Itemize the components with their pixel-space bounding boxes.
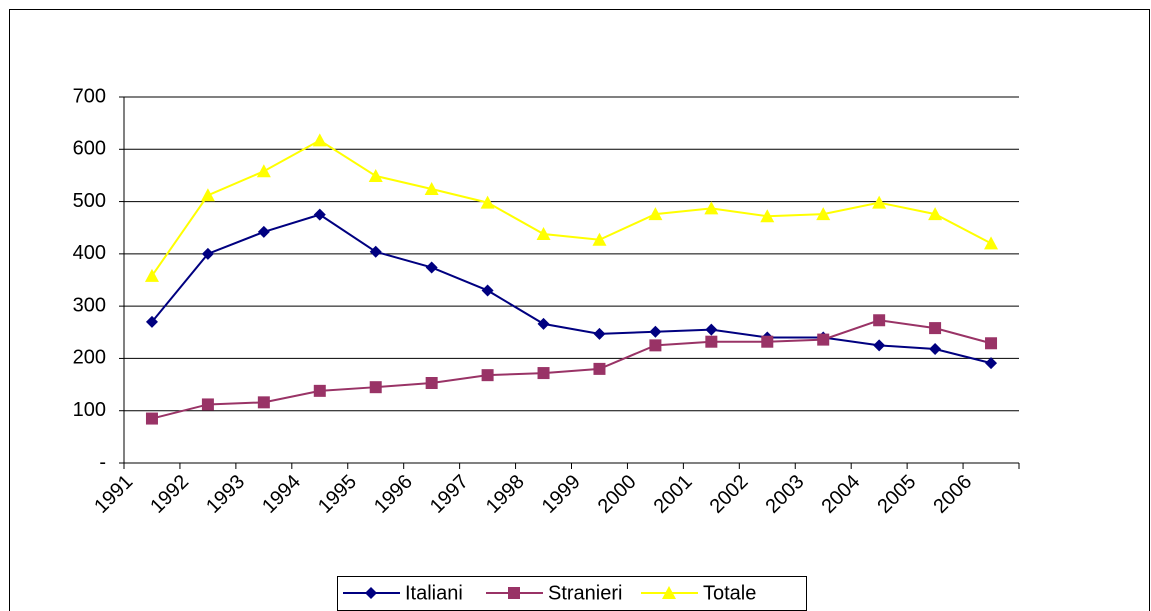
marker <box>256 164 271 178</box>
marker <box>593 362 606 375</box>
series-line <box>151 139 992 277</box>
marker <box>873 339 886 352</box>
marker <box>817 333 830 346</box>
marker <box>704 201 719 215</box>
marker <box>425 377 438 390</box>
y-tick-label: 400 <box>73 242 106 264</box>
marker <box>257 396 270 409</box>
y-tick-label: 100 <box>73 399 106 421</box>
marker <box>985 337 998 350</box>
marker <box>649 339 662 352</box>
marker <box>705 323 718 336</box>
marker <box>313 384 326 397</box>
legend-box <box>337 576 807 611</box>
marker <box>928 207 943 221</box>
chart-frame <box>9 9 1150 611</box>
marker <box>872 195 887 209</box>
y-tick-label: 300 <box>73 294 106 316</box>
marker <box>537 317 550 330</box>
legend-marker <box>662 586 676 599</box>
marker <box>369 381 382 394</box>
marker <box>536 226 551 240</box>
y-tick-label: 200 <box>73 347 106 369</box>
marker <box>257 225 270 238</box>
marker <box>144 268 159 282</box>
marker <box>648 207 663 221</box>
marker <box>424 182 439 196</box>
marker <box>760 209 775 223</box>
marker <box>592 232 607 246</box>
marker <box>873 314 886 327</box>
legend-label: Italiani <box>405 582 463 604</box>
marker <box>984 236 999 250</box>
y-tick-label: - <box>99 451 106 473</box>
marker <box>593 327 606 340</box>
marker <box>368 168 383 182</box>
marker <box>200 188 215 202</box>
marker <box>481 284 494 297</box>
marker <box>201 398 214 411</box>
marker <box>929 343 942 356</box>
legend-label: Totale <box>703 582 756 604</box>
y-tick-label: 600 <box>73 138 106 160</box>
marker <box>705 335 718 348</box>
marker <box>369 245 382 258</box>
marker <box>537 367 550 380</box>
marker <box>481 369 494 382</box>
marker <box>201 247 214 260</box>
marker <box>425 261 438 274</box>
marker <box>649 325 662 338</box>
marker <box>313 208 326 221</box>
marker <box>312 133 327 147</box>
legend-label: Stranieri <box>548 582 622 604</box>
marker <box>761 335 774 348</box>
series-line <box>151 213 992 365</box>
y-tick-label: 700 <box>73 85 106 107</box>
marker <box>985 357 998 370</box>
marker <box>929 322 942 335</box>
marker <box>145 315 158 328</box>
legend-marker <box>365 587 377 599</box>
marker <box>480 195 495 209</box>
series-line <box>151 319 992 420</box>
legend-marker <box>508 587 520 599</box>
marker <box>816 207 831 221</box>
y-tick-label: 500 <box>73 190 106 212</box>
marker <box>145 412 158 425</box>
